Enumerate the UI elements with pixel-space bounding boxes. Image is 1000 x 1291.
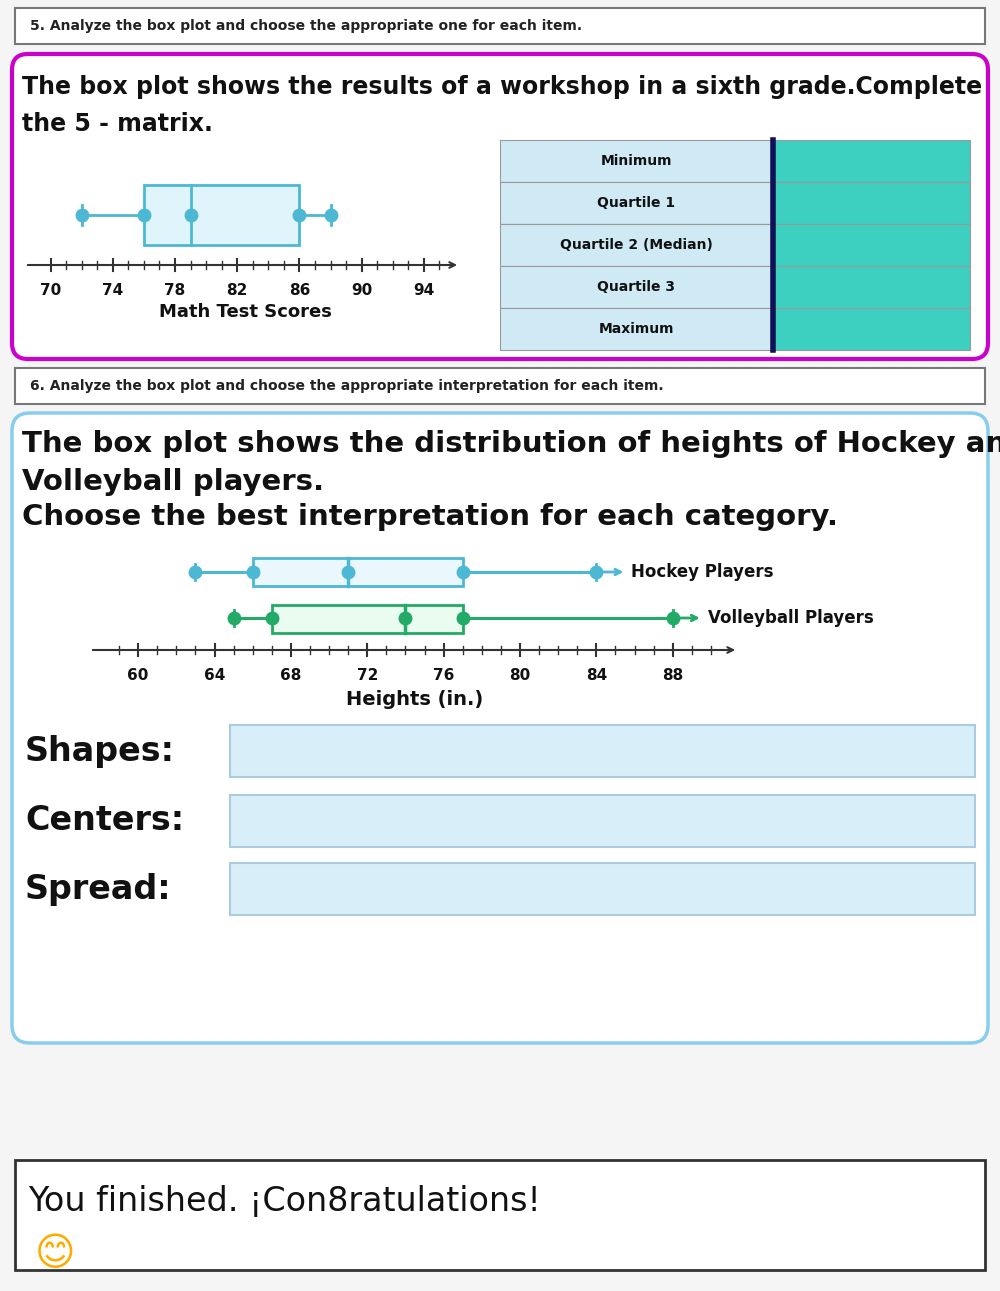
Bar: [773, 309, 970, 350]
Text: Spread:: Spread:: [25, 873, 172, 905]
Text: Minimum: Minimum: [601, 154, 672, 168]
Text: 70: 70: [40, 283, 61, 298]
Text: 60: 60: [127, 667, 149, 683]
Text: The box plot shows the results of a workshop in a sixth grade.Complete: The box plot shows the results of a work…: [22, 75, 982, 99]
Text: 64: 64: [204, 667, 225, 683]
Bar: [500, 139, 773, 182]
Text: 😊: 😊: [35, 1235, 76, 1273]
FancyBboxPatch shape: [12, 413, 988, 1043]
Text: Quartile 3: Quartile 3: [597, 280, 675, 294]
Bar: [773, 266, 970, 309]
Bar: [230, 862, 975, 915]
Text: Maximum: Maximum: [599, 321, 674, 336]
Text: Heights (in.): Heights (in.): [346, 689, 484, 709]
Text: 5. Analyze the box plot and choose the appropriate one for each item.: 5. Analyze the box plot and choose the a…: [30, 19, 582, 34]
Bar: [500, 182, 773, 225]
Bar: [230, 795, 975, 847]
Text: Choose the best interpretation for each category.: Choose the best interpretation for each …: [22, 503, 838, 531]
Text: 74: 74: [102, 283, 123, 298]
Text: 78: 78: [164, 283, 186, 298]
Text: The box plot shows the distribution of heights of Hockey and: The box plot shows the distribution of h…: [22, 430, 1000, 458]
Text: Centers:: Centers:: [25, 804, 184, 838]
Bar: [230, 726, 975, 777]
Text: 84: 84: [586, 667, 607, 683]
Text: 76: 76: [433, 667, 454, 683]
Bar: [272, 605, 463, 633]
Bar: [773, 225, 970, 266]
Text: 72: 72: [357, 667, 378, 683]
Bar: [15, 8, 985, 44]
Text: 82: 82: [227, 283, 248, 298]
Bar: [500, 266, 773, 309]
Text: Quartile 2 (Median): Quartile 2 (Median): [560, 238, 713, 252]
FancyBboxPatch shape: [12, 54, 988, 359]
Text: Volleyball Players: Volleyball Players: [708, 609, 873, 627]
Text: 90: 90: [351, 283, 372, 298]
Text: Quartile 1: Quartile 1: [597, 196, 675, 210]
Text: Volleyball players.: Volleyball players.: [22, 469, 324, 496]
Text: 94: 94: [413, 283, 435, 298]
Bar: [773, 182, 970, 225]
Text: Math Test Scores: Math Test Scores: [159, 303, 331, 321]
Text: 6. Analyze the box plot and choose the appropriate interpretation for each item.: 6. Analyze the box plot and choose the a…: [30, 380, 664, 392]
Text: Shapes:: Shapes:: [25, 735, 175, 768]
Text: 86: 86: [289, 283, 310, 298]
Bar: [253, 558, 463, 586]
Bar: [500, 225, 773, 266]
Text: You finished. ¡Con8ratulations!: You finished. ¡Con8ratulations!: [28, 1185, 541, 1217]
Text: 80: 80: [509, 667, 531, 683]
Bar: [144, 185, 299, 245]
Text: Hockey Players: Hockey Players: [631, 563, 774, 581]
Bar: [15, 1161, 985, 1270]
Text: 68: 68: [280, 667, 302, 683]
Text: 88: 88: [662, 667, 683, 683]
Bar: [15, 368, 985, 404]
Text: the 5 - matrix.: the 5 - matrix.: [22, 112, 213, 136]
Bar: [500, 309, 773, 350]
Bar: [773, 139, 970, 182]
